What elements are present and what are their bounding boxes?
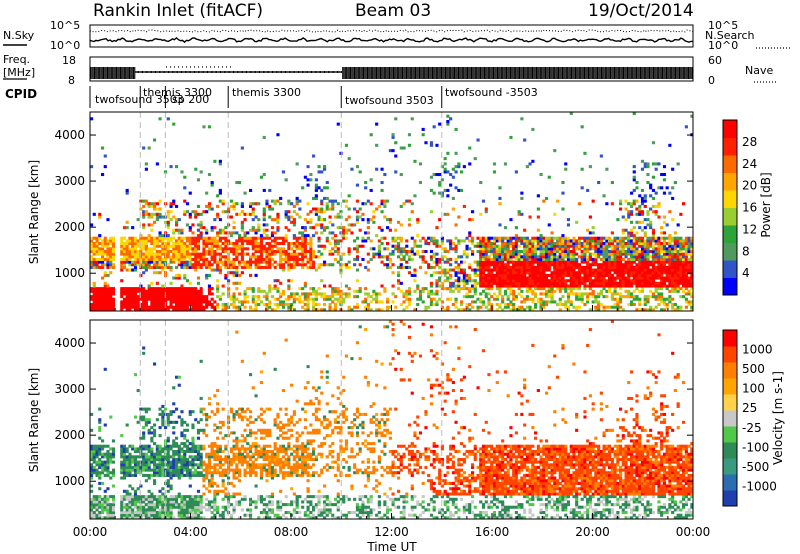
cpid-segment-label: themis 3300	[232, 86, 301, 99]
power-colorbar-label: Power [dB]	[759, 172, 773, 237]
cpid-segment-label: twofsound -3503	[445, 86, 538, 99]
nave-tick-low: 0	[708, 74, 715, 87]
colorbar-tick-label: 12	[742, 222, 757, 236]
power-colorbar: 4 8 12 16 20 24 28 Power [dB]	[722, 119, 773, 296]
nsky-tick-low: 10^0	[50, 39, 80, 52]
cpid-segment-label: twofsound 3503	[345, 94, 434, 107]
y-tick-label: 3000	[54, 382, 85, 396]
velocity-data	[90, 320, 694, 520]
nave-label: Nave	[745, 64, 773, 77]
colorbar-tick-label: 24	[742, 157, 757, 171]
power-plot-area	[90, 112, 693, 311]
beam-title: Beam 03	[355, 1, 431, 21]
y-tick-label: 2000	[54, 220, 85, 234]
station-title: Rankin Inlet (fitACF)	[93, 1, 263, 21]
velocity-panel: 1000 2000 3000 4000 00:00 04:00 08:00 12:00 16:…	[27, 319, 711, 554]
cpid-segment-label: twofsound 3503	[95, 93, 184, 106]
velocity-ylabel: Slant Range [km]	[27, 368, 41, 472]
freq-label: Freq.	[3, 53, 30, 66]
y-tick-label: 1000	[54, 474, 85, 488]
freq-tick-high: 18	[62, 54, 76, 67]
x-tick-label: 12:00	[374, 525, 409, 539]
colorbar-tick-label: 100	[742, 382, 765, 396]
velocity-colorbar-label: Velocity [m s-1]	[771, 371, 785, 465]
y-tick-label: 3000	[54, 174, 85, 188]
colorbar-tick-label: 8	[742, 244, 750, 258]
colorbar-tick-label: -100	[742, 440, 769, 454]
nsearch-tick-high: 10^5	[708, 19, 738, 32]
colorbar-tick-label: -1000	[742, 479, 777, 493]
colorbar-tick-label: 25	[742, 401, 757, 415]
freq-tick-low: 8	[68, 74, 75, 87]
power-ylabel: Slant Range [km]	[27, 160, 41, 264]
date-title: 19/Oct/2014	[588, 1, 694, 21]
cpid-label: CPID	[5, 87, 37, 101]
y-tick-label: 2000	[54, 428, 85, 442]
colorbar-tick-label: 1000	[742, 343, 773, 357]
power-panel: 1000 2000 3000 4000 Slant Range [km]	[27, 111, 694, 312]
time-axis-label: Time UT	[366, 540, 417, 554]
nsearch-label: N.Search	[705, 29, 755, 42]
colorbar-tick-label: -500	[742, 460, 769, 474]
x-tick-label: 16:00	[475, 525, 510, 539]
colorbar-tick-label: 4	[742, 266, 750, 280]
nsky-trace	[89, 36, 694, 44]
cpid-segment-label: themis 3300	[143, 86, 212, 99]
x-tick-label: 00:00	[73, 525, 108, 539]
y-tick-label: 1000	[54, 266, 85, 280]
y-tick-label: 4000	[54, 128, 85, 142]
colorbar-tick-label: 16	[742, 201, 757, 215]
cpid-segment-label: sp 200	[172, 93, 209, 106]
nsky-tick-high: 10^5	[50, 19, 80, 32]
nave-tick-high: 60	[708, 54, 722, 67]
colorbar-tick-label: 28	[742, 135, 757, 149]
x-tick-label: 20:00	[575, 525, 610, 539]
x-tick-label: 04:00	[173, 525, 208, 539]
x-tick-label: 00:00	[676, 525, 711, 539]
nsky-label: N.Sky	[3, 29, 35, 42]
nsearch-trace	[89, 29, 694, 33]
freq-trace	[90, 67, 693, 79]
colorbar-tick-label: -25	[742, 421, 762, 435]
nsearch-tick-low: 10^0	[708, 39, 738, 52]
colorbar-tick-label: 500	[742, 362, 765, 376]
power-data	[90, 112, 694, 312]
freq-unit-label: [MHz]	[3, 66, 35, 79]
y-tick-label: 4000	[54, 336, 85, 350]
freq-panel: Freq. [MHz] 18 8 60 0 Nave	[3, 53, 776, 87]
noise-panel: N.Sky 10^5 10^0 N.Search 10^5 10^0	[3, 19, 790, 52]
colorbar-tick-label: 20	[742, 179, 757, 193]
x-tick-label: 08:00	[274, 525, 309, 539]
velocity-colorbar: 1000 500 100 25 -25 -100 -500 -1000 Velocity [m…	[722, 329, 785, 507]
